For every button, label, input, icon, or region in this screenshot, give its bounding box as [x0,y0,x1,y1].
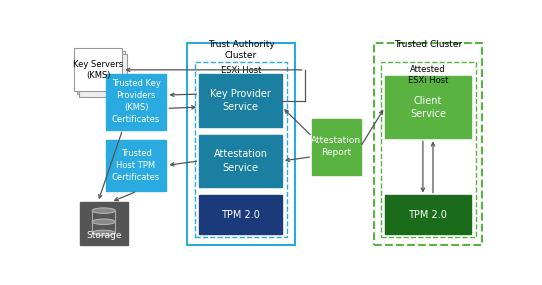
Ellipse shape [92,208,115,213]
FancyBboxPatch shape [373,43,482,245]
Text: Client
Service: Client Service [410,95,446,119]
Text: Attestation
Report: Attestation Report [311,136,362,157]
FancyBboxPatch shape [80,202,128,245]
FancyBboxPatch shape [188,43,295,245]
FancyBboxPatch shape [199,196,282,234]
Text: ESXi Host: ESXi Host [221,66,261,75]
FancyBboxPatch shape [385,76,471,139]
FancyBboxPatch shape [74,48,122,91]
Text: Key Servers
(KMS): Key Servers (KMS) [73,60,123,80]
Text: Trusted Cluster: Trusted Cluster [393,40,462,49]
FancyBboxPatch shape [79,54,127,97]
Text: TPM 2.0: TPM 2.0 [221,210,260,220]
FancyBboxPatch shape [106,140,166,191]
FancyBboxPatch shape [199,74,282,127]
FancyBboxPatch shape [312,119,360,175]
FancyBboxPatch shape [106,74,166,130]
Text: Attestation
Service: Attestation Service [214,149,268,172]
Ellipse shape [92,230,115,236]
Text: Storage: Storage [86,231,121,241]
FancyBboxPatch shape [195,62,287,237]
Text: Key Provider
Service: Key Provider Service [210,89,271,112]
Text: Trust Authority
Cluster: Trust Authority Cluster [208,40,274,60]
Ellipse shape [92,219,115,225]
FancyBboxPatch shape [76,51,125,94]
Text: TPM 2.0: TPM 2.0 [409,210,447,220]
FancyBboxPatch shape [380,62,476,237]
Text: Attested
ESXi Host: Attested ESXi Host [408,65,448,85]
FancyBboxPatch shape [199,135,282,187]
Text: Trusted Key
Providers
(KMS)
Certificates: Trusted Key Providers (KMS) Certificates [112,80,160,124]
Text: Trusted
Host TPM
Certificates: Trusted Host TPM Certificates [112,149,160,182]
FancyBboxPatch shape [385,196,471,234]
